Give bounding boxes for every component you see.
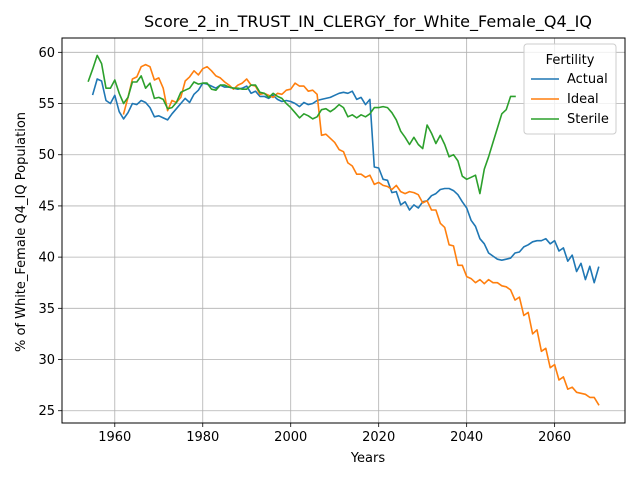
y-tick-label: 60 <box>38 46 55 61</box>
legend: Fertility Actual Ideal Sterile <box>523 43 617 135</box>
series-line-ideal <box>122 63 600 406</box>
legend-title: Fertility <box>546 53 595 68</box>
legend-box <box>523 43 617 135</box>
y-tick-label: 40 <box>38 251 55 266</box>
y-axis-label: % of White_Female Q4_IQ Population <box>14 112 29 352</box>
series-line-actual <box>91 78 600 284</box>
y-tick-label: 35 <box>38 302 55 317</box>
plot-frame <box>61 37 626 424</box>
x-axis-ticks: 1960 1980 2000 2020 2040 2060 <box>98 423 571 445</box>
y-tick-label: 55 <box>38 97 55 112</box>
series-lines <box>87 54 600 406</box>
legend-entry-ideal: Ideal <box>531 92 599 107</box>
legend-label: Sterile <box>567 112 609 127</box>
x-tick-label: 2000 <box>274 430 307 445</box>
legend-entries: Actual Ideal Sterile <box>531 72 609 127</box>
y-axis-ticks: 25 30 35 40 45 50 55 60 <box>38 46 62 419</box>
legend-label: Ideal <box>567 92 599 107</box>
x-tick-label: 2020 <box>362 430 395 445</box>
x-tick-label: 1980 <box>186 430 219 445</box>
legend-entry-sterile: Sterile <box>531 112 609 127</box>
y-tick-label: 45 <box>38 199 55 214</box>
y-tick-label: 30 <box>38 353 55 368</box>
x-tick-label: 2040 <box>450 430 483 445</box>
legend-label: Actual <box>567 72 608 87</box>
x-tick-label: 1960 <box>98 430 131 445</box>
series-line-sterile <box>87 54 516 195</box>
x-axis-label: Years <box>350 451 386 466</box>
y-tick-label: 25 <box>38 404 55 419</box>
legend-entry-actual: Actual <box>531 72 608 87</box>
y-tick-label: 50 <box>38 148 55 163</box>
x-tick-label: 2060 <box>538 430 571 445</box>
chart-title: Score_2_in_TRUST_IN_CLERGY_for_White_Fem… <box>144 12 592 32</box>
